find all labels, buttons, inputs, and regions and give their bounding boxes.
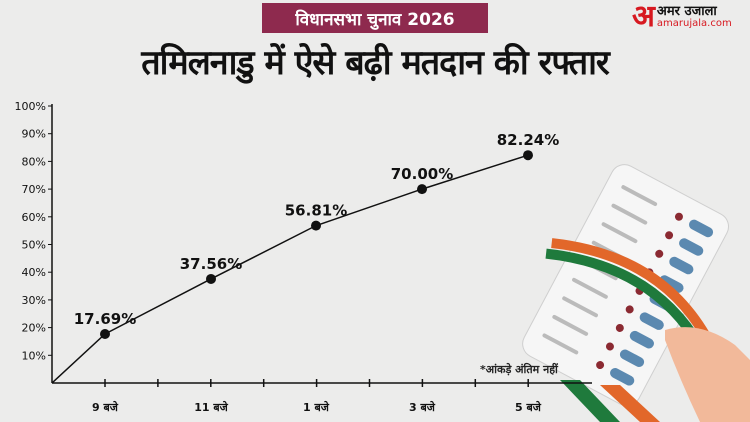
- data-label: 56.81%: [285, 202, 347, 220]
- evm-label-slot: [611, 203, 648, 225]
- y-tick-label: 40%: [22, 266, 46, 279]
- amar-ujala-logo[interactable]: अ अमर उजाला amarujala.com: [632, 2, 732, 32]
- evm-label-slot: [572, 277, 608, 299]
- evm-button: [669, 256, 694, 275]
- evm-button: [629, 330, 654, 349]
- y-tick-label: 20%: [22, 322, 46, 335]
- evm-lamp: [615, 323, 624, 332]
- evm-lamp: [625, 305, 634, 314]
- series-line: [51, 154, 529, 384]
- evm-button: [679, 238, 704, 256]
- evm-button: [688, 219, 714, 238]
- evm-label-slot: [552, 314, 589, 336]
- x-tick-label: 5 बजे: [515, 400, 542, 414]
- evm-button: [659, 275, 684, 293]
- y-tick-label: 80%: [22, 155, 46, 168]
- y-tick-label: 60%: [22, 211, 46, 224]
- data-point: [523, 150, 533, 161]
- data-label: 82.24%: [497, 131, 559, 149]
- evm-label-slot: [562, 296, 598, 318]
- logo-name: अमर उजाला: [656, 4, 717, 19]
- evm-button: [610, 368, 635, 386]
- evm-label-slot: [601, 222, 638, 244]
- footnote: *आंकड़े अंतिम नहीं: [480, 363, 558, 376]
- evm-lamp: [605, 342, 614, 351]
- evm-button: [619, 349, 645, 368]
- logo-site: amarujala.com: [656, 18, 732, 29]
- data-point: [311, 220, 321, 231]
- evm-lamp: [665, 231, 674, 240]
- data-point: [417, 184, 427, 195]
- y-tick-label: 50%: [22, 239, 46, 252]
- data-point: [206, 273, 216, 284]
- evm-lamp: [596, 361, 605, 370]
- y-tick-label: 90%: [22, 128, 46, 141]
- x-tick-label: 9 बजे: [92, 400, 119, 414]
- y-tick-label: 30%: [22, 294, 46, 307]
- y-tick-label: 10%: [22, 349, 46, 362]
- data-label: 37.56%: [180, 255, 242, 273]
- evm-lamp: [655, 249, 664, 258]
- page-title: तमिलनाडु में ऐसे बढ़ी मतदान की रफ्तार: [141, 43, 610, 83]
- y-tick-label: 100%: [15, 100, 46, 113]
- x-tick-label: 11 बजे: [194, 400, 228, 414]
- x-tick-label: 1 बजे: [303, 400, 330, 414]
- evm-label-slot: [542, 333, 579, 355]
- y-tick-label: 70%: [22, 183, 46, 196]
- data-label: 70.00%: [391, 165, 453, 183]
- evm-lamp: [674, 212, 683, 221]
- x-tick-label: 3 बजे: [409, 400, 436, 414]
- election-badge: विधानसभा चुनाव 2026: [262, 3, 488, 33]
- data-label: 17.69%: [74, 310, 136, 328]
- data-point: [100, 328, 110, 339]
- evm-button: [639, 312, 664, 330]
- evm-label-slot: [621, 185, 658, 207]
- logo-mark: अ: [632, 0, 655, 34]
